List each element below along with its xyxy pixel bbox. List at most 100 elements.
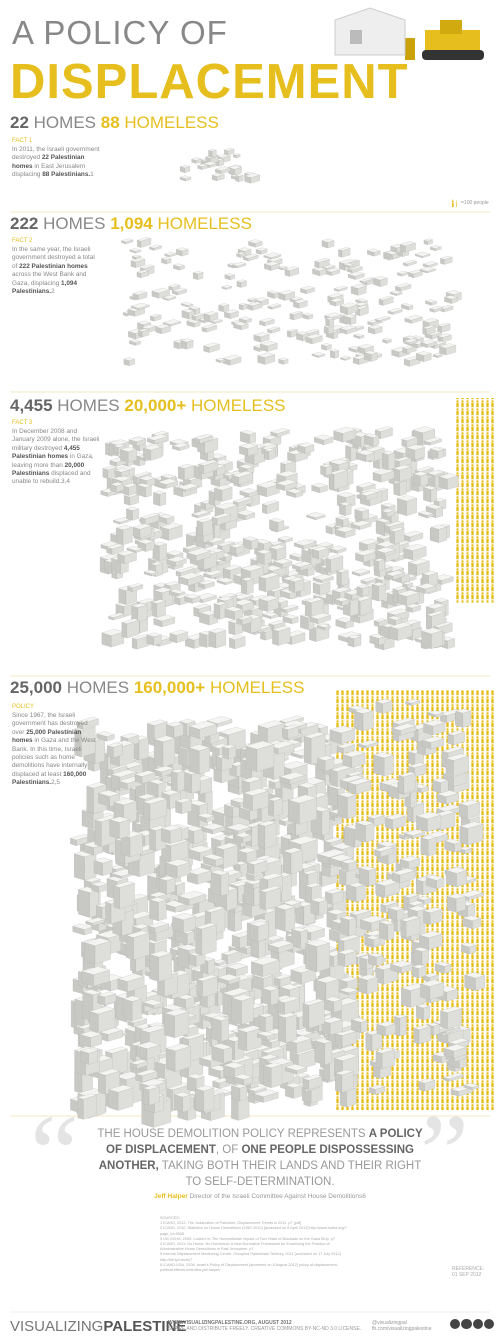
building	[109, 482, 125, 493]
building	[434, 961, 452, 974]
building	[333, 285, 348, 292]
building	[272, 625, 291, 646]
building	[335, 516, 349, 528]
building	[180, 302, 194, 308]
building	[363, 350, 378, 362]
building	[311, 546, 329, 560]
building	[171, 442, 190, 451]
fact-text: In December 2008 and January 2009 alone,…	[12, 428, 100, 487]
building	[238, 303, 248, 311]
building	[127, 583, 144, 592]
source-item: 5 Internal Displacement Monitoring Centr…	[160, 1252, 341, 1262]
building	[355, 449, 375, 462]
building	[170, 769, 185, 792]
building	[132, 290, 148, 301]
building	[130, 257, 146, 268]
building	[365, 1029, 383, 1052]
homeless-number: 88	[100, 113, 120, 132]
building	[339, 302, 359, 315]
building	[117, 550, 137, 564]
building	[186, 319, 201, 328]
text-run: 2,5	[51, 779, 60, 787]
building	[418, 510, 434, 519]
building	[293, 299, 308, 309]
building	[195, 922, 217, 956]
building	[355, 820, 375, 843]
building	[179, 164, 191, 173]
building	[355, 305, 369, 316]
building	[123, 357, 136, 366]
building	[329, 349, 340, 359]
building	[229, 543, 245, 555]
building	[208, 628, 227, 649]
building	[79, 1030, 103, 1048]
building	[149, 897, 167, 922]
building	[134, 770, 156, 784]
building	[89, 1006, 116, 1033]
building	[196, 812, 215, 823]
building	[413, 1024, 432, 1045]
building	[415, 351, 432, 362]
building	[270, 428, 290, 438]
homes-number: 222	[10, 214, 39, 233]
building	[247, 297, 257, 303]
text-run: Since 1967, the Israeli government has d…	[12, 712, 88, 736]
building	[367, 324, 383, 335]
text-run: TAKING BOTH THEIR LANDS AND THEIR RIGHT …	[158, 1160, 422, 1188]
building	[203, 569, 224, 579]
building	[366, 248, 381, 257]
homeless-word: HOMELESS	[191, 396, 286, 415]
building	[305, 333, 323, 345]
building	[263, 1062, 283, 1089]
building	[257, 820, 277, 849]
building	[211, 1043, 233, 1064]
building	[408, 558, 430, 576]
building	[397, 589, 420, 606]
building	[420, 339, 438, 348]
building	[146, 632, 162, 646]
building	[324, 996, 343, 1013]
building	[334, 597, 350, 607]
source-item: 6 ICAHD-USA, 2008. Israel's Policy of Di…	[160, 1262, 338, 1273]
building	[339, 325, 357, 335]
homeless-number: 20,000+	[124, 396, 187, 415]
building	[412, 471, 429, 487]
building	[216, 973, 241, 985]
building	[201, 324, 218, 333]
building	[423, 485, 438, 503]
building	[287, 448, 308, 463]
building	[236, 279, 247, 288]
building	[464, 972, 486, 991]
building	[347, 778, 372, 795]
building	[255, 247, 268, 255]
building	[242, 536, 259, 550]
building	[131, 254, 142, 260]
footer-url: WWW.VISUALIZINGPALESTINE.ORG, AUGUST 201…	[168, 1320, 361, 1332]
building	[282, 614, 299, 625]
fact-label: FACT 3	[12, 420, 33, 426]
building	[302, 998, 325, 1029]
building	[309, 612, 332, 624]
section-heading: 4,455 HOMES 20,000+ HOMELESS	[10, 396, 286, 416]
sources-title: SOURCES:	[160, 1216, 180, 1220]
building	[389, 622, 413, 641]
building	[391, 723, 417, 736]
building	[387, 905, 405, 921]
building	[153, 735, 176, 768]
building	[164, 251, 177, 258]
building	[291, 561, 313, 571]
building	[278, 1012, 297, 1044]
building	[447, 730, 465, 746]
building	[136, 237, 152, 248]
cc-icons	[450, 1319, 494, 1329]
building	[305, 939, 330, 973]
building	[411, 964, 427, 979]
building	[224, 606, 243, 620]
building	[297, 442, 315, 454]
text-run: displaced and unable to rebuild.3,4	[12, 470, 91, 486]
building	[225, 823, 252, 834]
building	[122, 995, 143, 1022]
building	[321, 343, 332, 351]
building	[402, 530, 424, 543]
building	[438, 473, 459, 490]
